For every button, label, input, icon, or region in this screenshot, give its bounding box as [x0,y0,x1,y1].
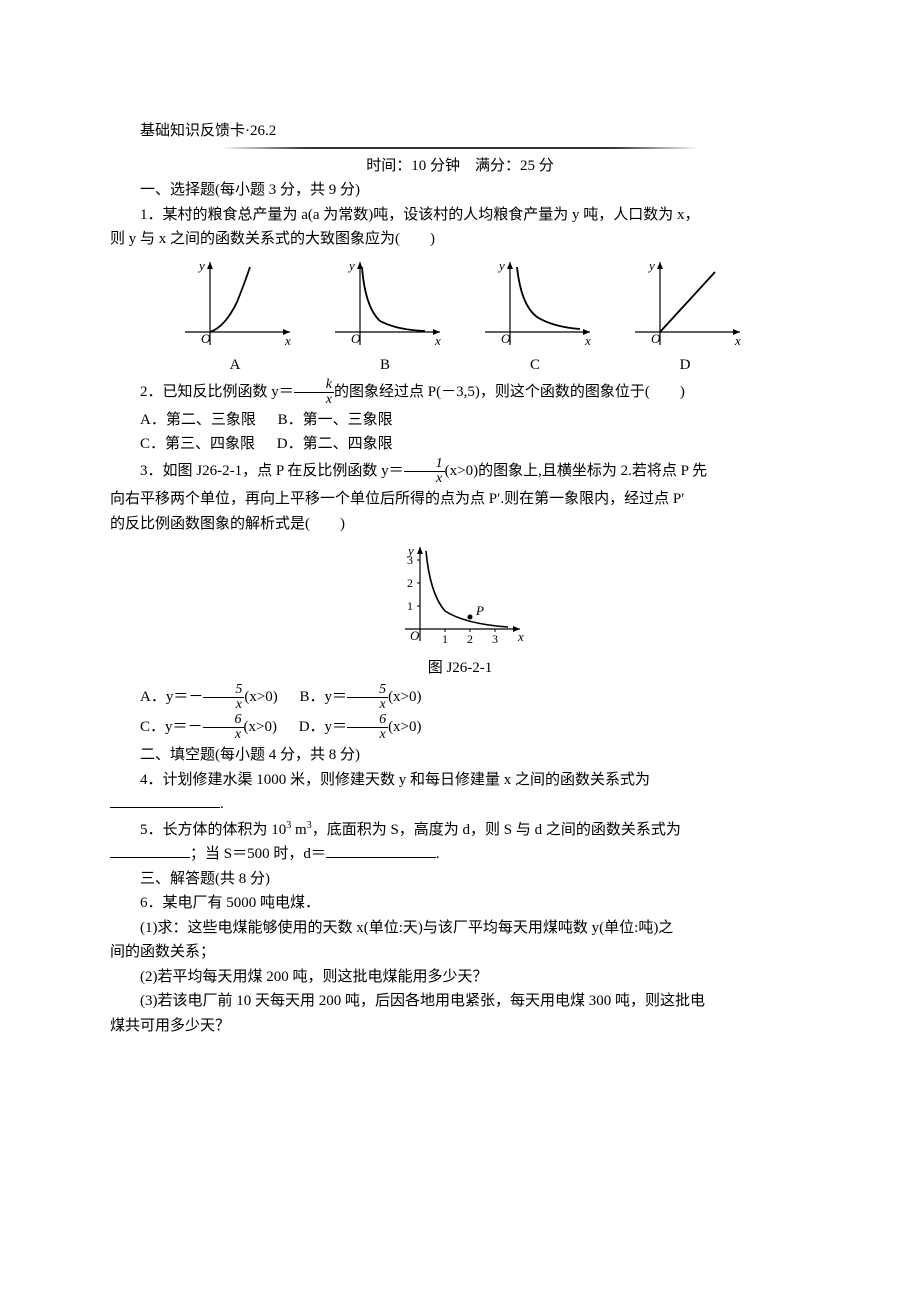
svg-text:x: x [284,333,291,348]
svg-text:1: 1 [407,599,413,613]
svg-text:x: x [734,333,741,348]
section1-heading: 一、选择题(每小题 3 分，共 9 分) [110,179,810,202]
q1-graph-B: O x y B [325,257,445,377]
q1-graph-D-label: D [625,354,745,377]
q1-graph-B-label: B [325,354,445,377]
q6-part3a: (3)若该电厂前 10 天每天用 200 吨，后因各地用电紧张，每天用电煤 30… [110,990,810,1013]
q3-choice-row1: A．y＝－5x(x>0) B．y＝5x(x>0) [110,683,810,712]
q2-after: 的图象经过点 P(－3,5)，则这个函数的图象位于( ) [334,384,685,400]
svg-text:y: y [497,258,505,273]
q3-graph: O x y 1 2 3 1 2 3 P 图 J26-2-1 [110,539,810,679]
q3-graph-caption: 图 J26-2-1 [110,657,810,680]
q3-choice-C: C．y＝－6x(x>0) [140,719,281,735]
q3-choice-A: A．y＝－5x(x>0) [140,689,282,705]
svg-text:O: O [201,331,211,346]
q2-before: 2．已知反比例函数 y＝ [140,384,294,400]
svg-text:x: x [517,629,524,644]
q2-frac: kx [294,378,334,407]
section3-heading: 三、解答题(共 8 分) [110,868,810,891]
q3-frac1: 1x [404,457,445,486]
svg-text:O: O [410,628,420,643]
svg-text:y: y [197,258,205,273]
q3-choice-row2: C．y＝－6x(x>0) D．y＝6x(x>0) [110,713,810,742]
svg-text:y: y [347,258,355,273]
q1-graph-C-label: C [475,354,595,377]
q4-text: 4．计划修建水渠 1000 米，则修建天数 y 和每日修建量 x 之间的函数关系… [110,769,810,792]
time-score: 时间：10 分钟 满分：25 分 [110,155,810,178]
card-title: 基础知识反馈卡·26.2 [110,120,810,143]
q3-choice-D: D．y＝6x(x>0) [299,719,422,735]
q3-l1-before: 3．如图 J26-2-1，点 P 在反比例函数 y＝ [140,463,404,479]
svg-text:1: 1 [442,632,448,646]
svg-text:O: O [651,331,661,346]
section2-heading: 二、填空题(每小题 4 分，共 8 分) [110,744,810,767]
q1-graph-row: O x y A O x y B O x y C [110,257,810,377]
q2-choice-A: A．第二、三象限 [140,412,256,428]
q2-stem: 2．已知反比例函数 y＝kx的图象经过点 P(－3,5)，则这个函数的图象位于(… [110,378,810,407]
q6-part1b: 间的函数关系； [110,941,810,964]
q5-blank1 [110,843,190,858]
q1-graph-C: O x y C [475,257,595,377]
svg-text:3: 3 [492,632,498,646]
q2-choice-row2: C．第三、四象限 D．第二、四象限 [110,433,810,456]
q5-end: . [436,846,440,862]
q4-blank-line: . [110,793,810,816]
q1-graph-A: O x y A [175,257,295,377]
q1-graph-D: O x y D [625,257,745,377]
title-divider [220,147,700,149]
svg-text:y: y [647,258,655,273]
q4-blank [110,793,220,808]
q6-part3b: 煤共可用多少天？ [110,1015,810,1038]
q4-period: . [220,796,224,812]
svg-text:x: x [584,333,591,348]
q5-blank2 [326,843,436,858]
svg-text:P: P [475,603,484,618]
svg-text:x: x [434,333,441,348]
q5-mid: ；当 S＝500 时，d＝ [190,846,326,862]
q3-line2: 向右平移两个单位，再向上平移一个单位后所得的点为点 P′.则在第一象限内，经过点… [110,488,810,511]
q1-line1: 1．某村的粮食总产量为 a(a 为常数)吨，设该村的人均粮食产量为 y 吨，人口… [110,204,810,227]
q6-part2: (2)若平均每天用煤 200 吨，则这批电煤能用多少天？ [110,966,810,989]
q6-part1a: (1)求：这些电煤能够使用的天数 x(单位:天)与该厂平均每天用煤吨数 y(单位… [110,917,810,940]
q2-choice-C: C．第三、四象限 [140,436,255,452]
q2-choice-row1: A．第二、三象限 B．第一、三象限 [110,409,810,432]
svg-text:2: 2 [407,576,413,590]
q2-choice-B: B．第一、三象限 [278,412,393,428]
q3-l1-after: (x>0)的图象上,且横坐标为 2.若将点 P 先 [445,463,708,479]
q6-line0: 6．某电厂有 5000 吨电煤． [110,892,810,915]
q5-blank-line: ；当 S＝500 时，d＝. [110,843,810,866]
svg-text:2: 2 [467,632,473,646]
svg-text:3: 3 [407,553,413,567]
q5-line: 5．长方体的体积为 103 m3，底面积为 S，高度为 d，则 S 与 d 之间… [110,818,810,842]
q2-choice-D: D．第二、四象限 [277,436,393,452]
svg-text:O: O [351,331,361,346]
q3-choice-B: B．y＝5x(x>0) [300,689,422,705]
q3-line3: 的反比例函数图象的解析式是( ) [110,513,810,536]
q1-graph-A-label: A [175,354,295,377]
q1-line2: 则 y 与 x 之间的函数关系式的大致图象应为( ) [110,228,810,251]
q3-line1: 3．如图 J26-2-1，点 P 在反比例函数 y＝1x(x>0)的图象上,且横… [110,457,810,486]
svg-text:O: O [501,331,511,346]
